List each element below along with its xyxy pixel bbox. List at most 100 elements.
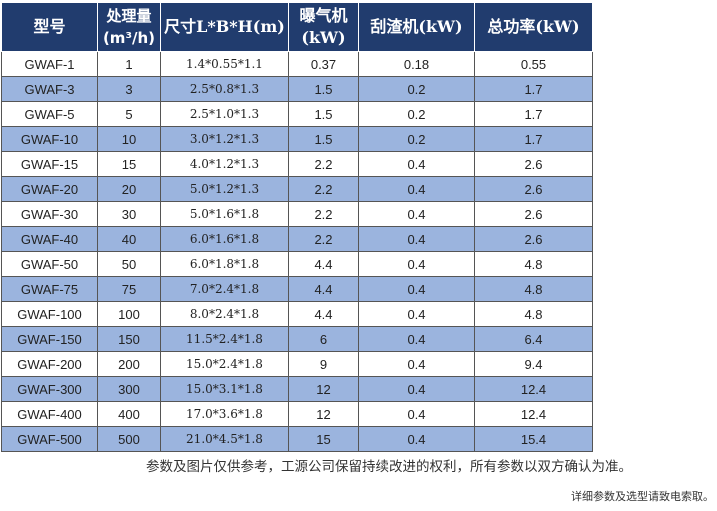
cell-scraper: 0.4 <box>358 376 475 402</box>
cell-aerator: 12 <box>288 401 359 427</box>
cell-aerator: 1.5 <box>288 126 359 152</box>
cell-capacity: 100 <box>97 301 161 327</box>
cell-total-power: 12.4 <box>474 401 593 427</box>
cell-total-power: 9.4 <box>474 351 593 377</box>
cell-dimensions: 2.5*0.8*1.3 <box>160 76 289 102</box>
cell-total-power: 0.55 <box>474 51 593 77</box>
table-row: GWAF-400 400 17.0*3.6*1.8 12 0.4 12.4 <box>1 401 593 427</box>
header-dimensions: 尺寸L*B*H(m) <box>160 2 289 52</box>
table-row: GWAF-200 200 15.0*2.4*1.8 9 0.4 9.4 <box>1 351 593 377</box>
cell-aerator: 12 <box>288 376 359 402</box>
cell-capacity: 5 <box>97 101 161 127</box>
cell-dimensions: 21.0*4.5*1.8 <box>160 426 289 452</box>
cell-model: GWAF-300 <box>1 376 98 402</box>
cell-capacity: 150 <box>97 326 161 352</box>
cell-dimensions: 1.4*0.55*1.1 <box>160 51 289 77</box>
cell-model: GWAF-200 <box>1 351 98 377</box>
cell-total-power: 4.8 <box>474 301 593 327</box>
cell-dimensions: 7.0*2.4*1.8 <box>160 276 289 302</box>
cell-total-power: 2.6 <box>474 201 593 227</box>
cell-capacity: 300 <box>97 376 161 402</box>
cell-aerator: 9 <box>288 351 359 377</box>
cell-capacity: 40 <box>97 226 161 252</box>
header-aerator: 曝气机 (kW) <box>288 2 359 52</box>
disclaimer-note: 参数及图片仅供参考，工源公司保留持续改进的权利，所有参数以双方确认为准。 <box>146 459 632 475</box>
cell-total-power: 15.4 <box>474 426 593 452</box>
table-row: GWAF-10 10 3.0*1.2*1.3 1.5 0.2 1.7 <box>1 126 593 152</box>
table-header-row: 型号 处理量 (m³/h) 尺寸L*B*H(m) 曝气机 (kW) 刮渣机(kW… <box>1 2 593 52</box>
cell-total-power: 6.4 <box>474 326 593 352</box>
header-scraper: 刮渣机(kW) <box>358 2 475 52</box>
cell-model: GWAF-1 <box>1 51 98 77</box>
cell-dimensions: 8.0*2.4*1.8 <box>160 301 289 327</box>
cell-model: GWAF-30 <box>1 201 98 227</box>
cell-scraper: 0.4 <box>358 351 475 377</box>
table-row: GWAF-5 5 2.5*1.0*1.3 1.5 0.2 1.7 <box>1 101 593 127</box>
cell-model: GWAF-100 <box>1 301 98 327</box>
header-total-power: 总功率(kW) <box>474 2 593 52</box>
cell-scraper: 0.4 <box>358 401 475 427</box>
cell-model: GWAF-20 <box>1 176 98 202</box>
table-row: GWAF-150 150 11.5*2.4*1.8 6 0.4 6.4 <box>1 326 593 352</box>
table-row: GWAF-100 100 8.0*2.4*1.8 4.4 0.4 4.8 <box>1 301 593 327</box>
cell-aerator: 4.4 <box>288 301 359 327</box>
cell-dimensions: 15.0*2.4*1.8 <box>160 351 289 377</box>
cell-capacity: 75 <box>97 276 161 302</box>
cell-aerator: 6 <box>288 326 359 352</box>
cell-total-power: 4.8 <box>474 276 593 302</box>
cell-dimensions: 3.0*1.2*1.3 <box>160 126 289 152</box>
table-row: GWAF-20 20 5.0*1.2*1.3 2.2 0.4 2.6 <box>1 176 593 202</box>
cell-model: GWAF-150 <box>1 326 98 352</box>
cell-scraper: 0.4 <box>358 151 475 177</box>
cell-capacity: 10 <box>97 126 161 152</box>
table-row: GWAF-75 75 7.0*2.4*1.8 4.4 0.4 4.8 <box>1 276 593 302</box>
cell-aerator: 2.2 <box>288 151 359 177</box>
cell-scraper: 0.2 <box>358 126 475 152</box>
cell-capacity: 20 <box>97 176 161 202</box>
cell-model: GWAF-3 <box>1 76 98 102</box>
table-row: GWAF-3 3 2.5*0.8*1.3 1.5 0.2 1.7 <box>1 76 593 102</box>
cell-scraper: 0.4 <box>358 201 475 227</box>
cell-capacity: 1 <box>97 51 161 77</box>
table-row: GWAF-30 30 5.0*1.6*1.8 2.2 0.4 2.6 <box>1 201 593 227</box>
cell-total-power: 4.8 <box>474 251 593 277</box>
cell-dimensions: 11.5*2.4*1.8 <box>160 326 289 352</box>
cell-model: GWAF-10 <box>1 126 98 152</box>
cell-aerator: 2.2 <box>288 226 359 252</box>
cell-aerator: 15 <box>288 426 359 452</box>
table-row: GWAF-1 1 1.4*0.55*1.1 0.37 0.18 0.55 <box>1 51 593 77</box>
cell-dimensions: 6.0*1.8*1.8 <box>160 251 289 277</box>
table-row: GWAF-500 500 21.0*4.5*1.8 15 0.4 15.4 <box>1 426 593 452</box>
cell-scraper: 0.4 <box>358 301 475 327</box>
cell-aerator: 1.5 <box>288 76 359 102</box>
cell-dimensions: 2.5*1.0*1.3 <box>160 101 289 127</box>
cell-total-power: 1.7 <box>474 76 593 102</box>
contact-note: 详细参数及选型请致电索取。 <box>571 490 714 503</box>
cell-model: GWAF-40 <box>1 226 98 252</box>
cell-total-power: 2.6 <box>474 226 593 252</box>
cell-capacity: 400 <box>97 401 161 427</box>
cell-capacity: 15 <box>97 151 161 177</box>
cell-model: GWAF-75 <box>1 276 98 302</box>
cell-model: GWAF-50 <box>1 251 98 277</box>
cell-aerator: 2.2 <box>288 176 359 202</box>
cell-model: GWAF-15 <box>1 151 98 177</box>
cell-capacity: 30 <box>97 201 161 227</box>
cell-scraper: 0.4 <box>358 226 475 252</box>
cell-aerator: 4.4 <box>288 276 359 302</box>
cell-total-power: 1.7 <box>474 101 593 127</box>
header-model: 型号 <box>1 2 98 52</box>
cell-total-power: 12.4 <box>474 376 593 402</box>
spec-table-body: GWAF-1 1 1.4*0.55*1.1 0.37 0.18 0.55 GWAF-3 3 2.… <box>1 51 593 452</box>
cell-model: GWAF-500 <box>1 426 98 452</box>
cell-dimensions: 4.0*1.2*1.3 <box>160 151 289 177</box>
cell-dimensions: 17.0*3.6*1.8 <box>160 401 289 427</box>
table-row: GWAF-300 300 15.0*3.1*1.8 12 0.4 12.4 <box>1 376 593 402</box>
cell-scraper: 0.4 <box>358 176 475 202</box>
cell-scraper: 0.4 <box>358 276 475 302</box>
table-row: GWAF-50 50 6.0*1.8*1.8 4.4 0.4 4.8 <box>1 251 593 277</box>
cell-model: GWAF-400 <box>1 401 98 427</box>
cell-scraper: 0.2 <box>358 101 475 127</box>
cell-model: GWAF-5 <box>1 101 98 127</box>
cell-capacity: 3 <box>97 76 161 102</box>
